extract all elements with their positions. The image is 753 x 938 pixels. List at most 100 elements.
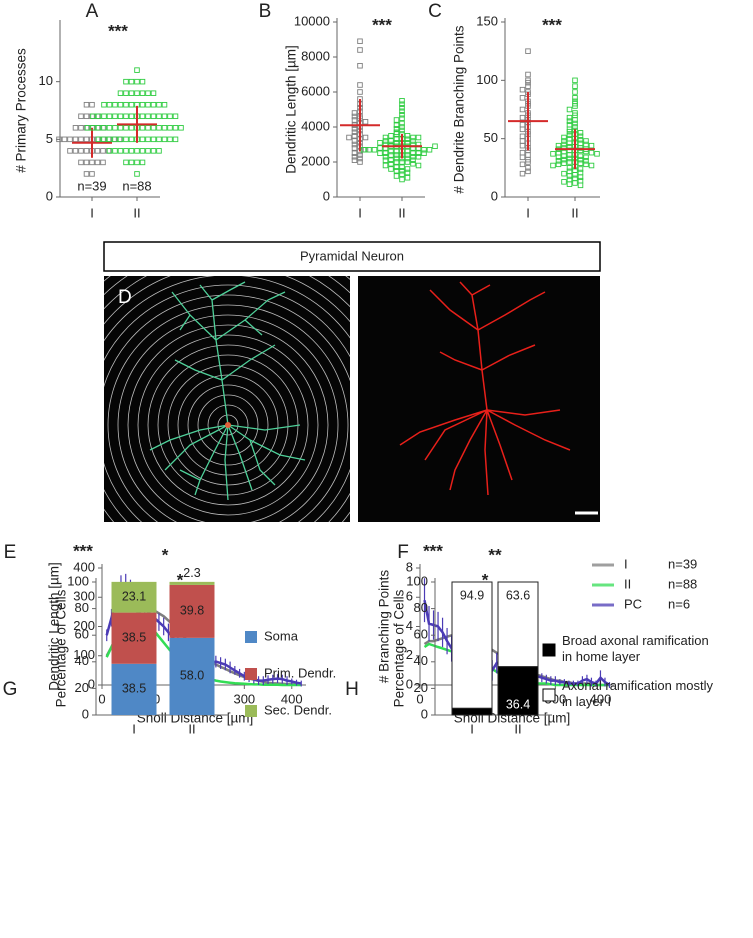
data-point (134, 148, 140, 154)
legend-label: I (624, 556, 628, 571)
data-point (123, 148, 129, 154)
data-point (572, 172, 578, 178)
x-tick-label: 300 (233, 691, 255, 706)
data-point (555, 158, 562, 164)
data-point (399, 108, 405, 114)
ring (217, 414, 239, 436)
data-point (432, 143, 438, 149)
panel-letter: C (428, 1, 442, 22)
data-point (134, 78, 140, 85)
data-point (388, 157, 394, 163)
data-point (101, 113, 107, 120)
x-tick-label: II (133, 205, 140, 220)
data-point (78, 125, 84, 131)
ring (127, 324, 329, 522)
data-point (156, 148, 162, 154)
value-label: 2.3 (183, 566, 200, 580)
data-point (577, 174, 584, 180)
data-point (393, 117, 400, 123)
data-point (525, 165, 531, 171)
value-label: 39.8 (180, 604, 204, 618)
data-point (78, 113, 84, 120)
bar-segment (111, 581, 157, 613)
data-point (117, 101, 124, 108)
y-tick-label: 40 (75, 653, 89, 668)
data-point (519, 161, 526, 168)
data-point (382, 153, 389, 160)
data-point (172, 125, 179, 131)
data-point (577, 133, 584, 140)
data-point (67, 148, 73, 154)
data-point (519, 86, 526, 93)
data-point (525, 152, 531, 158)
data-point (410, 138, 416, 144)
data-point (150, 136, 157, 143)
data-point (89, 101, 95, 108)
data-point (404, 148, 411, 155)
data-point (555, 154, 562, 161)
data-point (404, 155, 411, 162)
data-point (561, 141, 567, 148)
data-point (95, 136, 102, 143)
legend-swatch (245, 631, 257, 643)
y-axis-label: Dendritic Length [µm] (284, 45, 299, 174)
data-point (399, 111, 405, 118)
panel-letter: E (4, 542, 17, 563)
data-point (525, 71, 531, 78)
y-tick-label: 300 (73, 589, 95, 604)
data-point (566, 155, 573, 162)
data-point (583, 158, 589, 164)
data-point (123, 101, 129, 108)
data-point (83, 171, 90, 177)
data-point (128, 90, 135, 96)
y-axis-label: Percentage of Cells (54, 589, 69, 707)
data-point (566, 152, 573, 158)
x-tick-label: I (526, 205, 530, 220)
panel-letter: B (259, 1, 272, 22)
y-tick-label: 0 (323, 188, 330, 203)
data-point (393, 173, 400, 179)
data-point (156, 113, 162, 120)
ring (117, 314, 339, 522)
data-point (519, 121, 526, 128)
data-point (128, 159, 135, 166)
data-point (112, 113, 118, 120)
data-point (161, 101, 168, 108)
data-point (594, 151, 600, 157)
micrograph-right (358, 276, 600, 522)
legend-label: Sec. Dendr. (264, 702, 332, 717)
data-point (128, 148, 135, 154)
data-point (95, 113, 102, 120)
data-point (388, 152, 394, 158)
data-point (404, 169, 411, 176)
bar-segment (497, 581, 539, 668)
data-point (145, 101, 151, 108)
data-point (89, 159, 95, 166)
data-point (366, 146, 372, 153)
data-point (101, 125, 107, 131)
data-point (399, 159, 405, 165)
data-point (410, 134, 416, 141)
data-point (100, 159, 106, 166)
ring (197, 394, 259, 456)
data-point (519, 95, 526, 101)
bar-segment (451, 581, 493, 709)
data-point (550, 151, 556, 157)
data-point (382, 138, 389, 144)
data-point (139, 159, 146, 166)
y-tick-label: 2 (406, 647, 413, 662)
x-tick-label: II (571, 205, 578, 220)
data-point (399, 164, 405, 170)
data-point (577, 130, 584, 136)
data-point (78, 159, 84, 166)
data-point (112, 136, 118, 143)
data-point (572, 95, 578, 101)
value-label: 38.5 (122, 630, 146, 644)
ring (187, 384, 269, 466)
data-point (519, 106, 526, 113)
legend-label: PC (624, 596, 642, 611)
data-point (388, 148, 394, 155)
data-point (167, 125, 173, 131)
x-tick-label: II (188, 721, 195, 736)
